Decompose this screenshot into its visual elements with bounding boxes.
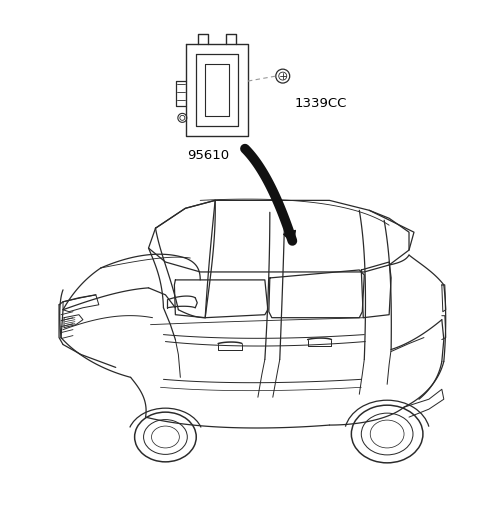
Text: 95610: 95610 [187,149,229,162]
Text: 1339CC: 1339CC [295,98,347,110]
